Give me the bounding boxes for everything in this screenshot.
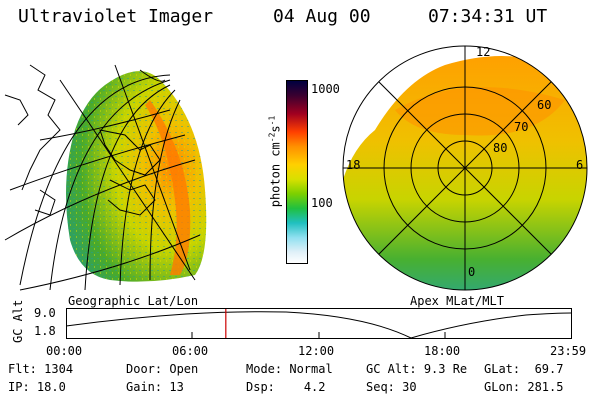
flt-value: 1304 [44,362,74,376]
gcalt-value: 9.3 Re [423,362,468,376]
gain-value: 13 [169,380,184,394]
colorbar-unit-s: s [268,125,283,133]
info-seq: Seq: 30 [366,380,417,394]
mlt-label-6: 6 [576,158,584,172]
info-dsp: Dsp: 4.2 [246,380,326,394]
header-date: 04 Aug 00 [273,6,371,27]
timeline-tick-0600: 06:00 [172,344,209,358]
colorbar-tick-1000: 1000 [311,82,340,96]
door-value: Open [169,362,199,376]
colorbar-tick-100: 100 [311,196,333,210]
apex-polar-plot [342,45,588,291]
timeline-tick-0000: 00:00 [46,344,83,358]
info-gain: Gain: 13 [126,380,184,394]
mlt-label-0: 0 [468,265,476,279]
ip-label: IP: [8,380,30,394]
gain-label: Gain: [126,380,163,394]
gcalt-label: GC Alt: [366,362,417,376]
timeline-tick-1800: 18:00 [424,344,461,358]
info-gc-alt: GC Alt: 9.3 Re [366,362,467,376]
header-time: 07:34:31 UT [428,6,548,27]
colorbar-unit-exp1: -2 [267,132,277,143]
info-ip: IP: 18.0 [8,380,66,394]
gc-alt-curve [66,311,572,339]
mlat-label-80: 80 [493,141,508,155]
geographic-image-panel [4,64,207,291]
timeline-plot [66,308,572,339]
timeline-ytick-top: 9.0 [34,306,56,320]
mlt-label-18: 18 [346,158,361,172]
colorbar [286,80,308,264]
info-glat: GLat: 69.7 [484,362,563,376]
apex-caption: Apex MLat/MLT [410,294,504,308]
mlat-label-60: 60 [537,98,552,112]
seq-label: Seq: [366,380,395,394]
mlt-label-12: 12 [476,45,491,59]
timeline-ytick-bottom: 1.8 [34,324,56,338]
info-door: Door: Open [126,362,198,376]
timeline-ylabel: GC Alt [11,299,25,343]
geographic-caption: Geographic Lat/Lon [68,294,199,308]
info-mode: Mode: Normal [246,362,333,376]
timeline-tick-2359: 23:59 [550,344,587,358]
glon-label: GLon: [484,380,521,394]
colorbar-unit-label: photon cm [268,142,283,208]
dsp-label: Dsp: [246,380,275,394]
door-label: Door: [126,362,163,376]
info-glon: GLon: 281.5 [484,380,563,394]
ip-value: 18.0 [36,380,66,394]
seq-value: 30 [402,380,417,394]
mode-value: Normal [289,362,333,376]
timeline-tick-1200: 12:00 [298,344,335,358]
colorbar-unit-exp2: -1 [267,115,277,126]
glat-label: GLat: [484,362,521,376]
geographic-grid [4,64,201,291]
glat-value: 69.7 [534,362,564,376]
coastline-outlines [4,64,161,216]
mlat-label-70: 70 [514,120,529,134]
flt-label: Flt: [8,362,37,376]
info-flight: Flt: 1304 [8,362,73,376]
polar-grid [342,45,588,291]
glon-value: 281.5 [527,380,564,394]
app-title: Ultraviolet Imager [18,6,214,27]
dsp-value: 4.2 [303,380,326,394]
colorbar-label-area: photon cm-2s-1 [262,80,284,250]
mode-label: Mode: [246,362,283,376]
